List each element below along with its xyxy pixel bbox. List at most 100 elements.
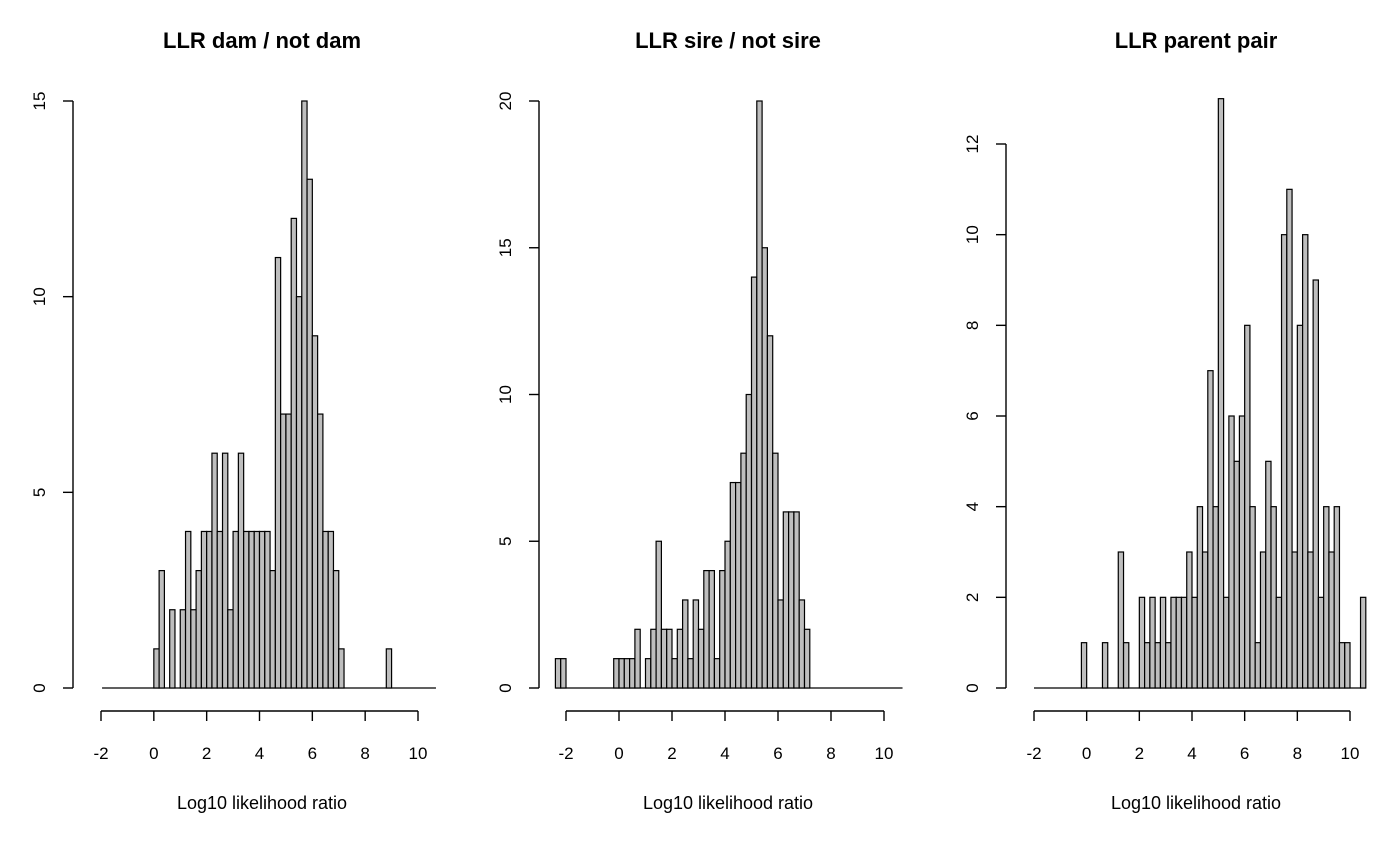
panel-parent-pair: LLR parent pair 0 2 4 6 8 10 12 -2 0 2 4 6 8 10 Log10… xyxy=(963,28,1367,813)
y-tick-label: 12 xyxy=(963,135,982,154)
y-tick-label: 5 xyxy=(30,488,49,497)
chart-title: LLR sire / not sire xyxy=(635,28,821,53)
histogram-bar xyxy=(1275,596,1283,689)
x-tick-label: 0 xyxy=(1082,744,1091,763)
histogram-bar xyxy=(1222,596,1230,689)
histogram-bar xyxy=(1254,642,1262,689)
histogram-bar xyxy=(628,658,636,689)
x-tick-label: 6 xyxy=(1240,744,1249,763)
histogram-bar xyxy=(221,452,229,689)
x-tick-label: 4 xyxy=(720,744,729,763)
histogram-bar xyxy=(1080,642,1088,689)
histogram-bar xyxy=(1249,506,1256,689)
histogram-bar xyxy=(676,628,684,689)
histogram-bar xyxy=(1122,642,1130,689)
x-tick-label: 4 xyxy=(255,744,264,763)
plot-area: 0 5 10 15 20 -2 0 2 4 6 8 10 xyxy=(496,92,903,763)
x-tick-label: 0 xyxy=(149,744,158,763)
histogram-bar xyxy=(248,530,255,689)
histogram-bar xyxy=(1191,596,1198,689)
x-tick-label: 0 xyxy=(614,744,623,763)
histogram-bar xyxy=(740,452,747,689)
histogram-bar xyxy=(1286,188,1293,689)
histogram-bar xyxy=(179,609,187,689)
x-tick-label: -2 xyxy=(558,744,573,763)
x-tick-label: 8 xyxy=(826,744,835,763)
histogram-bar xyxy=(750,276,758,689)
y-tick-label: 8 xyxy=(963,321,982,330)
y-tick-label: 0 xyxy=(963,683,982,692)
histogram-bar xyxy=(338,648,345,689)
y-tick-label: 15 xyxy=(496,238,515,257)
histogram-bar xyxy=(1265,460,1272,689)
y-tick-label: 10 xyxy=(496,385,515,404)
histogram-bar xyxy=(787,511,795,689)
x-tick-label: 6 xyxy=(773,744,782,763)
x-axis-label: Log10 likelihood ratio xyxy=(1111,793,1281,813)
histogram-bar xyxy=(274,256,282,689)
histogram-bar xyxy=(1212,506,1219,689)
histogram-bar xyxy=(793,511,800,689)
histogram-bar xyxy=(692,599,700,689)
histogram-bar xyxy=(301,100,308,689)
histogram-bar xyxy=(1333,506,1341,689)
histogram-bar xyxy=(1312,279,1319,689)
histogram-bar xyxy=(697,628,705,689)
histogram-bar xyxy=(232,530,239,689)
x-tick-label: 8 xyxy=(360,744,369,763)
histogram-bar xyxy=(1323,506,1330,689)
y-tick-label: 0 xyxy=(496,683,515,692)
y-tick-label: 4 xyxy=(963,502,982,511)
histogram-bar xyxy=(1328,551,1335,689)
histogram-bar xyxy=(634,628,641,689)
histogram-bar xyxy=(184,530,192,689)
histogram-bar xyxy=(264,530,271,689)
histogram-bar xyxy=(317,413,324,689)
histogram-bar xyxy=(650,628,657,689)
histogram-bar xyxy=(798,599,806,689)
histogram-bar xyxy=(782,511,790,689)
histogram-bar xyxy=(777,599,784,689)
histogram-bar xyxy=(290,217,298,689)
histogram-bar xyxy=(1296,324,1304,689)
histogram-bar xyxy=(687,658,694,689)
histogram-bar xyxy=(1159,596,1167,689)
histogram-bar xyxy=(1228,415,1235,689)
x-tick-label: 2 xyxy=(667,744,676,763)
histogram-bar xyxy=(708,569,715,689)
histogram-bar xyxy=(724,540,731,689)
histogram-bar xyxy=(243,530,250,689)
histogram-bar xyxy=(1138,596,1146,689)
histogram-bar xyxy=(1291,551,1298,689)
histogram-bar xyxy=(206,530,213,689)
histogram-bar xyxy=(1175,596,1183,689)
y-tick-label: 15 xyxy=(30,92,49,111)
y-tick-label: 10 xyxy=(30,287,49,306)
x-axis-label: Log10 likelihood ratio xyxy=(177,793,347,813)
histogram-bar xyxy=(703,569,710,689)
histogram-bar xyxy=(269,569,276,689)
histogram-bar xyxy=(623,658,631,689)
histogram-bar xyxy=(253,530,261,689)
histogram-bar xyxy=(1154,642,1161,689)
histogram-bar xyxy=(153,648,160,689)
histogram-bar xyxy=(1165,642,1172,689)
plot-area: 0 2 4 6 8 10 12 -2 0 2 4 6 8 10 xyxy=(963,98,1367,763)
histogram-bar xyxy=(745,393,753,689)
y-tick-label: 0 xyxy=(30,683,49,692)
histogram-bar xyxy=(734,481,742,689)
histogram-bar xyxy=(158,569,166,689)
chart-title: LLR dam / not dam xyxy=(163,28,361,53)
histogram-bar xyxy=(1307,551,1314,689)
histogram-bar xyxy=(618,658,625,689)
histogram-bar xyxy=(1338,642,1346,689)
histogram-bar xyxy=(644,658,652,689)
histogram-bar xyxy=(1117,551,1125,689)
panel-sire: LLR sire / not sire 0 5 10 15 20 -2 0 2 4 6 8 10 Lo… xyxy=(496,28,903,813)
histogram-bar xyxy=(560,658,567,689)
plot-area: 0 5 10 15 -2 0 2 4 6 8 10 xyxy=(30,92,436,763)
histogram-bar xyxy=(1143,642,1151,689)
x-tick-label: 6 xyxy=(308,744,317,763)
histogram-bar xyxy=(1217,98,1225,689)
